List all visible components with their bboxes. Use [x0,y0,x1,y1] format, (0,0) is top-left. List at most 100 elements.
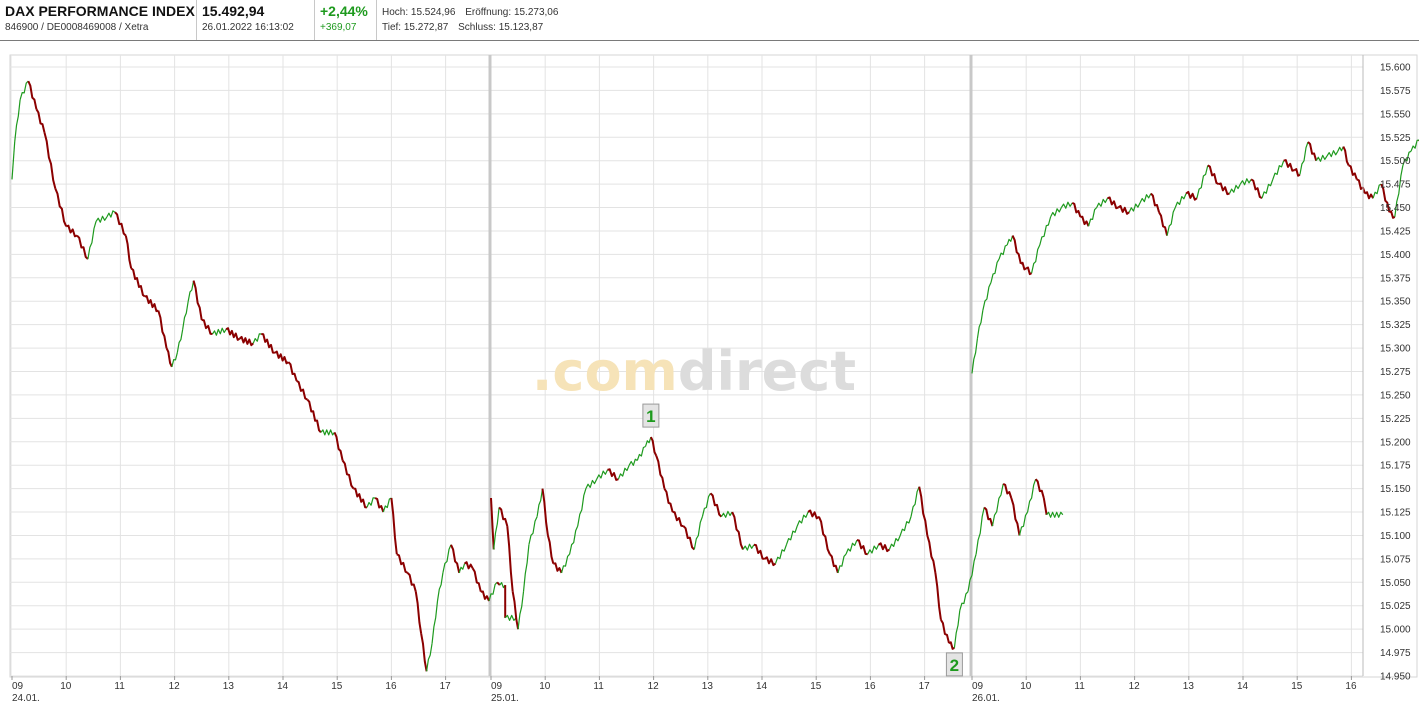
y-tick-label: 15.250 [1380,390,1411,401]
series-segment [14,99,21,143]
series-segment [1250,178,1263,200]
series-segment [1087,207,1098,227]
series-segment [785,525,798,546]
series-segment [65,224,78,238]
series-segment [829,553,839,574]
series-segment [628,458,638,466]
y-tick-label: 15.200 [1380,437,1411,448]
series-segment [663,488,674,513]
series-segment [1039,216,1052,246]
watermark-logo: .comdirect [532,340,856,403]
series-segment [11,141,16,180]
series-segment [817,516,831,555]
annotation-box [945,652,963,677]
series-segment [1410,139,1419,152]
series-segment [1196,165,1209,199]
series-segment [607,468,619,481]
series-segment [650,436,658,457]
low-value: 15.272,87 [403,22,449,33]
series-segment [261,333,275,354]
series-segment [596,469,609,480]
series-segment [764,556,777,567]
open-value: 15.273,06 [513,7,559,18]
series-segment [54,188,68,227]
series-segment [341,459,355,490]
series-segment [877,542,890,553]
series-segment [856,539,868,556]
annotation-label: 2 [950,656,959,675]
series-segment [436,572,444,602]
series-segment [1080,215,1090,227]
series-segment [95,215,108,223]
series-segment [490,497,495,550]
date-label: 24.01. [12,693,40,704]
quote-datetime: 26.01.2022 16:13:02 [202,22,294,33]
series-segment [1046,511,1064,518]
x-tick-label: 14 [756,681,768,692]
instrument-name: DAX PERFORMANCE INDEX [5,3,195,19]
series-segment [390,497,398,555]
low-label: Tief: [382,22,402,33]
series-segment [1071,202,1082,218]
series-segment [682,525,696,551]
series-segment [124,235,133,269]
x-tick-label: 13 [223,681,235,692]
annotation-box [642,403,660,428]
series-segment [1096,197,1109,208]
y-tick-label: 15.050 [1380,578,1411,589]
series-segment [934,572,942,620]
series-segment [1018,511,1029,536]
series-segment [1006,235,1014,246]
series-segment [471,567,482,592]
x-tick-label: 11 [114,681,125,692]
x-tick-label: 09 [12,681,24,692]
y-tick-label: 15.475 [1380,180,1411,191]
series-segment [76,234,89,260]
series-segment [709,492,723,518]
y-tick-label: 15.100 [1380,531,1411,542]
y-tick-label: 15.025 [1380,601,1411,612]
series-segment [1158,211,1169,236]
series-segment [536,488,544,517]
series-segment [1218,182,1230,196]
instrument-cell: DAX PERFORMANCE INDEX 846900 / DE0008469… [0,0,197,40]
y-tick-label: 15.150 [1380,484,1411,495]
series-segment [225,327,241,341]
x-tick-label: 15 [1291,681,1303,692]
series-segment [720,510,733,518]
series-segment [655,455,666,489]
x-tick-label: 13 [1183,681,1195,692]
series-segment [1025,266,1033,276]
series-segment [306,398,322,434]
series-segment [182,301,189,330]
annotation-label: 1 [646,407,655,426]
x-tick-label: 11 [1074,681,1085,692]
series-segment [1174,193,1187,208]
series-segment [998,244,1008,260]
series-segment [541,488,549,536]
series-segment [442,544,452,574]
series-segment [1272,160,1285,180]
series-segment [1337,146,1344,152]
series-segment [488,581,498,602]
series-segment [940,619,950,644]
series-segment [1261,179,1274,199]
series-segment [636,445,646,461]
x-tick-label: 15 [331,681,343,692]
series-segment [1402,150,1412,166]
series-segment [464,561,474,570]
series-segment [742,543,755,551]
series-segment [504,614,517,621]
change-cell: +2,44% +369,07 [315,0,377,40]
series-segment [1307,141,1318,161]
x-axis: 09 10 11 12 13 14 15 16 17 09 10 11 12 13 14 15 16 17 09 10… [11,676,1357,704]
x-tick-label: 16 [1345,681,1357,692]
series-segment [1326,150,1339,158]
series-segment [672,511,684,528]
y-tick-label: 15.225 [1380,414,1411,425]
series-segment [948,641,955,650]
series-segment [87,221,97,260]
series-segment [420,633,428,672]
series-segment [1010,497,1021,536]
close-value: 15.123,87 [498,22,544,33]
